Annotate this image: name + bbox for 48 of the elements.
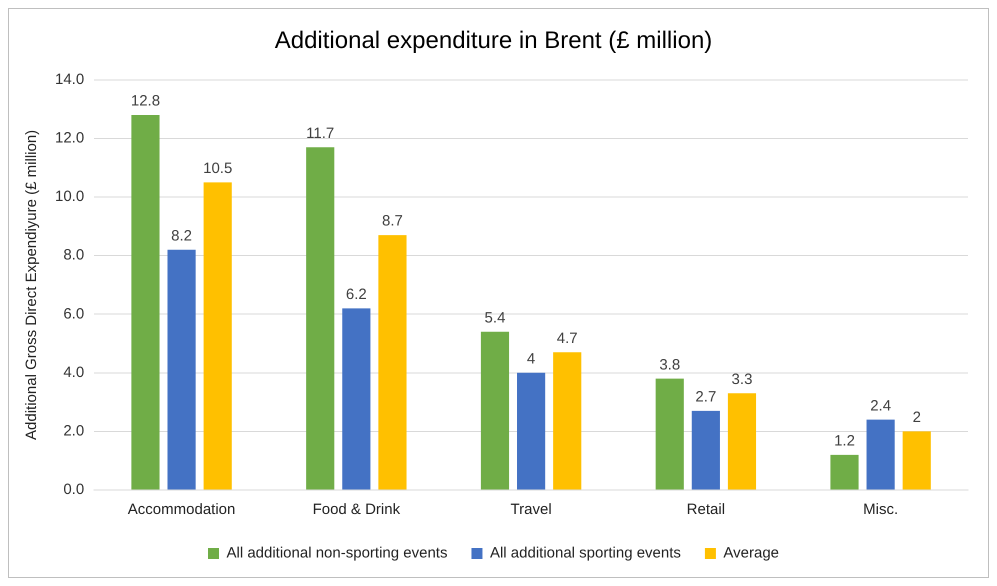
y-tick-label: 14.0 [54, 70, 84, 88]
data-label: 2.4 [870, 397, 892, 414]
data-label: 11.7 [306, 124, 334, 142]
y-tick-label: 2.0 [63, 422, 84, 440]
bar [480, 332, 510, 490]
y-tick-label: 6.0 [63, 305, 84, 322]
x-tick-label: Retail [686, 501, 726, 518]
bar [866, 420, 895, 490]
chart-title: Additional expenditure in Brent (£ million) [274, 27, 712, 54]
bar [656, 378, 684, 490]
bar [517, 372, 546, 490]
y-axis-title: Additional Gross Direct Expendiyure (£ million) [23, 130, 40, 440]
bar [204, 182, 232, 490]
x-tick-label: Misc. [863, 501, 898, 518]
data-label: 6.2 [346, 286, 367, 303]
data-label: 4 [526, 350, 536, 368]
data-label: 2 [912, 409, 921, 426]
data-label: 8.2 [171, 227, 192, 244]
data-label: 3.8 [659, 356, 680, 374]
legend-label: All additional non-sporting events [226, 544, 448, 562]
bar [167, 250, 196, 490]
data-label: 10.5 [203, 160, 232, 177]
y-tick-label: 4.0 [63, 364, 84, 381]
bar [553, 352, 582, 490]
bar [902, 431, 931, 490]
data-label: 2.7 [695, 388, 716, 406]
data-label: 1.2 [834, 432, 855, 450]
bar [131, 114, 160, 490]
y-tick-label: 12.0 [54, 130, 84, 147]
x-tick-label: Travel [510, 501, 552, 518]
bar [306, 147, 334, 490]
data-label: 8.7 [382, 212, 403, 230]
legend-label: All additional sporting events [490, 544, 681, 562]
bar [342, 308, 370, 490]
legend-label: Average [723, 544, 780, 562]
x-tick-label: Food & Drink [312, 501, 401, 518]
y-tick-label: 10.0 [54, 188, 84, 206]
data-label: 4.7 [556, 330, 578, 347]
bar [692, 410, 720, 490]
y-tick-label: 8.0 [63, 246, 84, 264]
bar [728, 393, 756, 490]
data-label: 3.3 [732, 370, 752, 388]
bar [378, 235, 407, 490]
y-tick-label: 0.0 [63, 481, 84, 498]
x-tick-label: Accommodation [128, 501, 236, 518]
data-label: 5.4 [484, 309, 506, 326]
bar [830, 454, 859, 490]
data-label: 12.8 [130, 92, 160, 110]
